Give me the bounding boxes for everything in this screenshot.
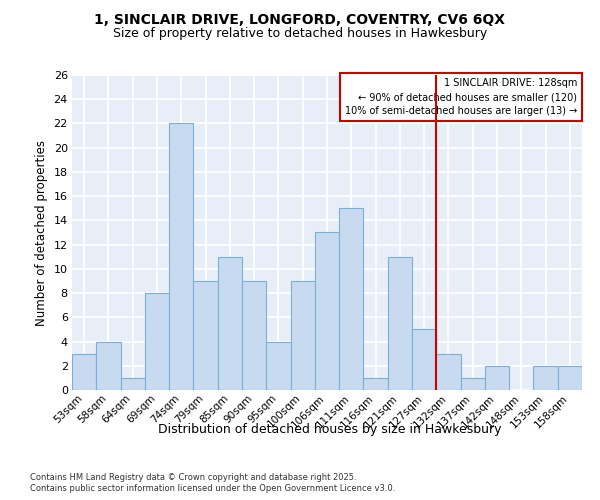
Bar [145,293,169,390]
Bar [290,281,315,390]
Text: Contains HM Land Registry data © Crown copyright and database right 2025.: Contains HM Land Registry data © Crown c… [30,472,356,482]
Bar [315,232,339,390]
Bar [218,256,242,390]
Text: 1 SINCLAIR DRIVE: 128sqm
← 90% of detached houses are smaller (120)
10% of semi-: 1 SINCLAIR DRIVE: 128sqm ← 90% of detach… [344,78,577,116]
Bar [121,378,145,390]
Bar [96,342,121,390]
Bar [242,281,266,390]
Bar [388,256,412,390]
Bar [339,208,364,390]
Bar [533,366,558,390]
Text: Contains public sector information licensed under the Open Government Licence v3: Contains public sector information licen… [30,484,395,493]
Bar [461,378,485,390]
Bar [412,330,436,390]
Bar [266,342,290,390]
Bar [558,366,582,390]
Bar [485,366,509,390]
Text: Distribution of detached houses by size in Hawkesbury: Distribution of detached houses by size … [158,422,502,436]
Text: 1, SINCLAIR DRIVE, LONGFORD, COVENTRY, CV6 6QX: 1, SINCLAIR DRIVE, LONGFORD, COVENTRY, C… [95,12,505,26]
Bar [193,281,218,390]
Bar [436,354,461,390]
Text: Size of property relative to detached houses in Hawkesbury: Size of property relative to detached ho… [113,28,487,40]
Bar [72,354,96,390]
Bar [169,124,193,390]
Y-axis label: Number of detached properties: Number of detached properties [35,140,48,326]
Bar [364,378,388,390]
